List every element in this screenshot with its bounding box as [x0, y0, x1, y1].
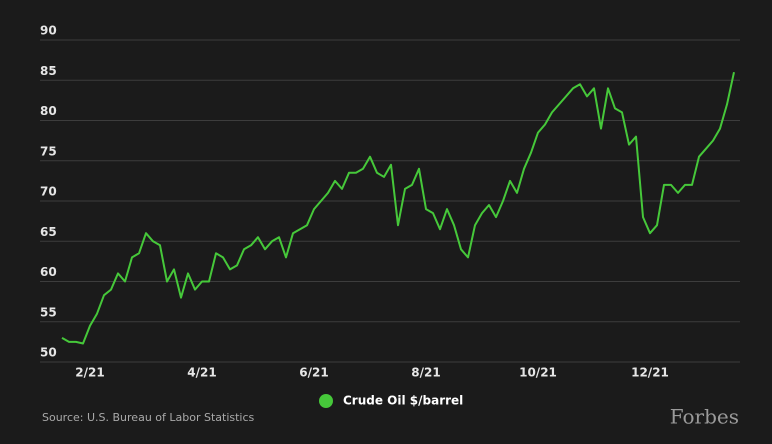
x-tick-label: 12/21 [631, 366, 669, 380]
x-tick-label: 6/21 [299, 366, 328, 380]
brand-logo: Forbes [670, 405, 739, 429]
y-tick-label: 65 [40, 225, 57, 239]
legend-label: Crude Oil $/barrel [343, 394, 463, 408]
source-note: Source: U.S. Bureau of Labor Statistics [42, 411, 255, 424]
x-tick-label: 8/21 [411, 366, 440, 380]
y-tick-label: 55 [40, 305, 57, 319]
y-tick-label: 80 [40, 104, 57, 118]
y-tick-label: 75 [40, 144, 57, 158]
x-tick-label: 2/21 [75, 366, 104, 380]
legend-swatch [319, 394, 333, 408]
y-tick-label: 85 [40, 64, 57, 78]
y-tick-label: 50 [40, 346, 57, 360]
y-tick-label: 90 [40, 24, 57, 38]
data-line [61, 71, 735, 345]
y-tick-label: 60 [40, 265, 57, 279]
x-tick-label: 4/21 [187, 366, 216, 380]
x-tick-label: 10/21 [519, 366, 557, 380]
y-tick-label: 70 [40, 185, 57, 199]
